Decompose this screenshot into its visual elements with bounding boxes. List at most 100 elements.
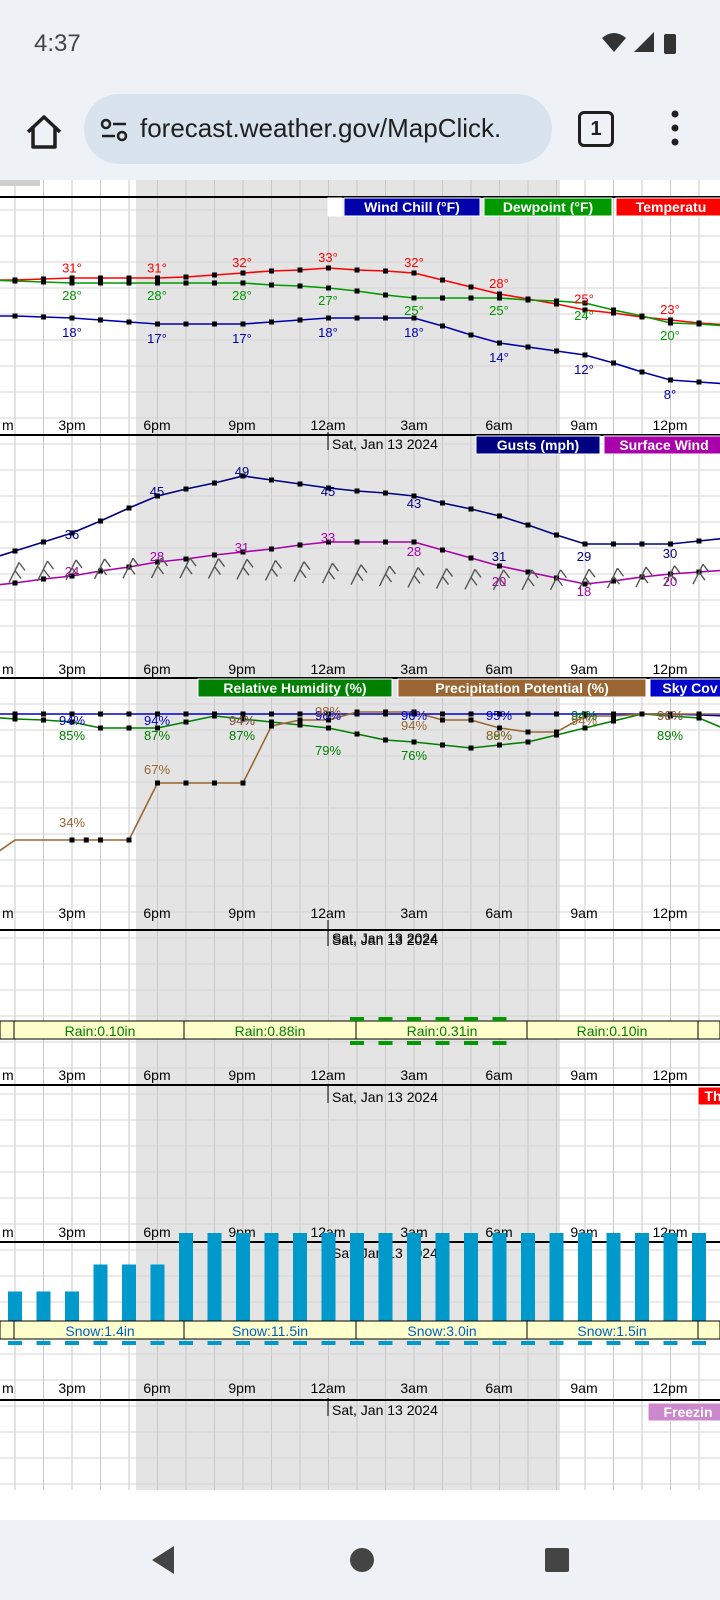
hour-label: 3am [400,1067,427,1083]
hour-label: 3pm [58,905,85,921]
dewpoint-point [69,280,75,286]
surface-wind-point [411,539,417,545]
precip-potential-point [155,780,160,786]
wind-barb [122,557,140,579]
hour-label: 6am [485,417,512,433]
temperature-point [98,275,103,281]
dewpoint-point [354,288,360,294]
humidity-point [440,742,445,748]
wind-barb [321,562,340,584]
sky-cover-point [183,711,189,717]
home-nav-icon[interactable] [347,1542,377,1578]
humidity-point [582,725,588,731]
sky-cover-label: 96% [657,708,683,723]
dewpoint-point [41,279,46,285]
dewpoint-point [155,280,160,286]
sky-cover-point [468,711,474,717]
wind-chill-label: 12° [574,362,594,377]
gusts-point [183,486,189,492]
hour-label: 3am [400,905,427,921]
precip-potential-point [212,780,217,786]
dewpoint-point [383,292,388,298]
back-icon[interactable] [148,1542,178,1578]
snow-bar [236,1233,250,1323]
tab-switcher-button[interactable]: 1 [578,111,614,147]
battery-icon [664,34,676,54]
legend-label: Precipitation Potential (%) [435,680,608,696]
temperature-point [126,275,132,281]
hour-label: 6am [485,1380,512,1396]
gusts-point [525,522,531,528]
forecast-graph-area[interactable]: m 3pm 6pm 9pm 12am 3am 6am 9am 12pm m 3pm 6pm 9pm 12a… [0,180,720,1520]
sky-cover-label: 94% [59,713,85,728]
scroll-stub [0,180,40,186]
gusts-label: 29 [577,549,591,564]
sky-cover-label: 94% [571,708,597,723]
wind-barb [36,560,55,582]
wind-chill-point [440,323,445,329]
address-bar[interactable]: forecast.weather.gov/MapClick. [84,94,552,164]
temperature-label: 32° [232,255,252,270]
hour-label-edge: m [2,905,14,921]
hour-label: 3pm [58,1380,85,1396]
sky-cover-point [240,711,246,717]
legend-label: Freezin [663,1404,712,1420]
humidity-point [354,731,360,737]
humidity-point [69,719,75,725]
dewpoint-point [639,313,645,319]
hour-label: 12am [310,661,345,677]
gusts-point [354,488,360,494]
temperature-point [269,268,274,274]
precip-potential-point [269,723,274,729]
wind-chill-point [297,317,303,323]
hour-label: 6pm [143,1380,170,1396]
humidity-label: 89% [657,728,683,743]
wind-chill-point [525,344,531,350]
site-info-icon[interactable] [98,114,130,146]
wind-barb [179,557,197,579]
surface-wind-point [240,549,246,555]
wind-chill-point [183,321,189,327]
temperature-point [212,272,217,278]
precip-potential-point [354,709,360,715]
snow-tick [549,1341,564,1345]
snow-tick [635,1341,649,1345]
snow-tick [264,1341,279,1345]
sky-cover-point [12,711,18,717]
surface-wind-point [183,556,189,562]
humidity-point [155,725,160,731]
surface-wind-label: 33 [321,530,335,545]
wind-chill-point [269,319,274,325]
temperature-point [41,276,46,282]
precip-potential-point [183,780,189,786]
night-shade [136,180,560,1490]
dewpoint-point [12,278,18,284]
snow-bar [378,1233,393,1323]
precip-potential-point [440,717,445,723]
hour-label: 6pm [143,1224,170,1240]
rain-tick [378,1017,393,1021]
surface-wind-point [383,539,388,545]
gusts-label: 43 [407,496,421,511]
recents-icon[interactable] [542,1542,572,1578]
snow-bar [65,1291,79,1323]
dewpoint-point [525,297,531,303]
rain-tick [378,1041,393,1045]
hour-label: 12pm [652,661,687,677]
home-icon[interactable] [22,110,66,154]
gusts-point [440,500,445,506]
snow-bar [578,1233,592,1323]
humidity-point [554,732,559,738]
surface-wind-point [611,578,616,584]
dewpoint-point [440,295,445,301]
wind-chill-label: 8° [664,387,676,402]
hour-label: 9am [570,905,597,921]
humidity-point [41,717,46,723]
precip-potential-point [297,717,303,723]
more-menu-icon[interactable] [668,108,682,148]
precip-potential-point [639,711,645,717]
snow-bar [606,1233,621,1323]
hour-label: 9pm [228,661,255,677]
wind-chill-point [326,315,331,321]
humidity-point [240,716,246,722]
